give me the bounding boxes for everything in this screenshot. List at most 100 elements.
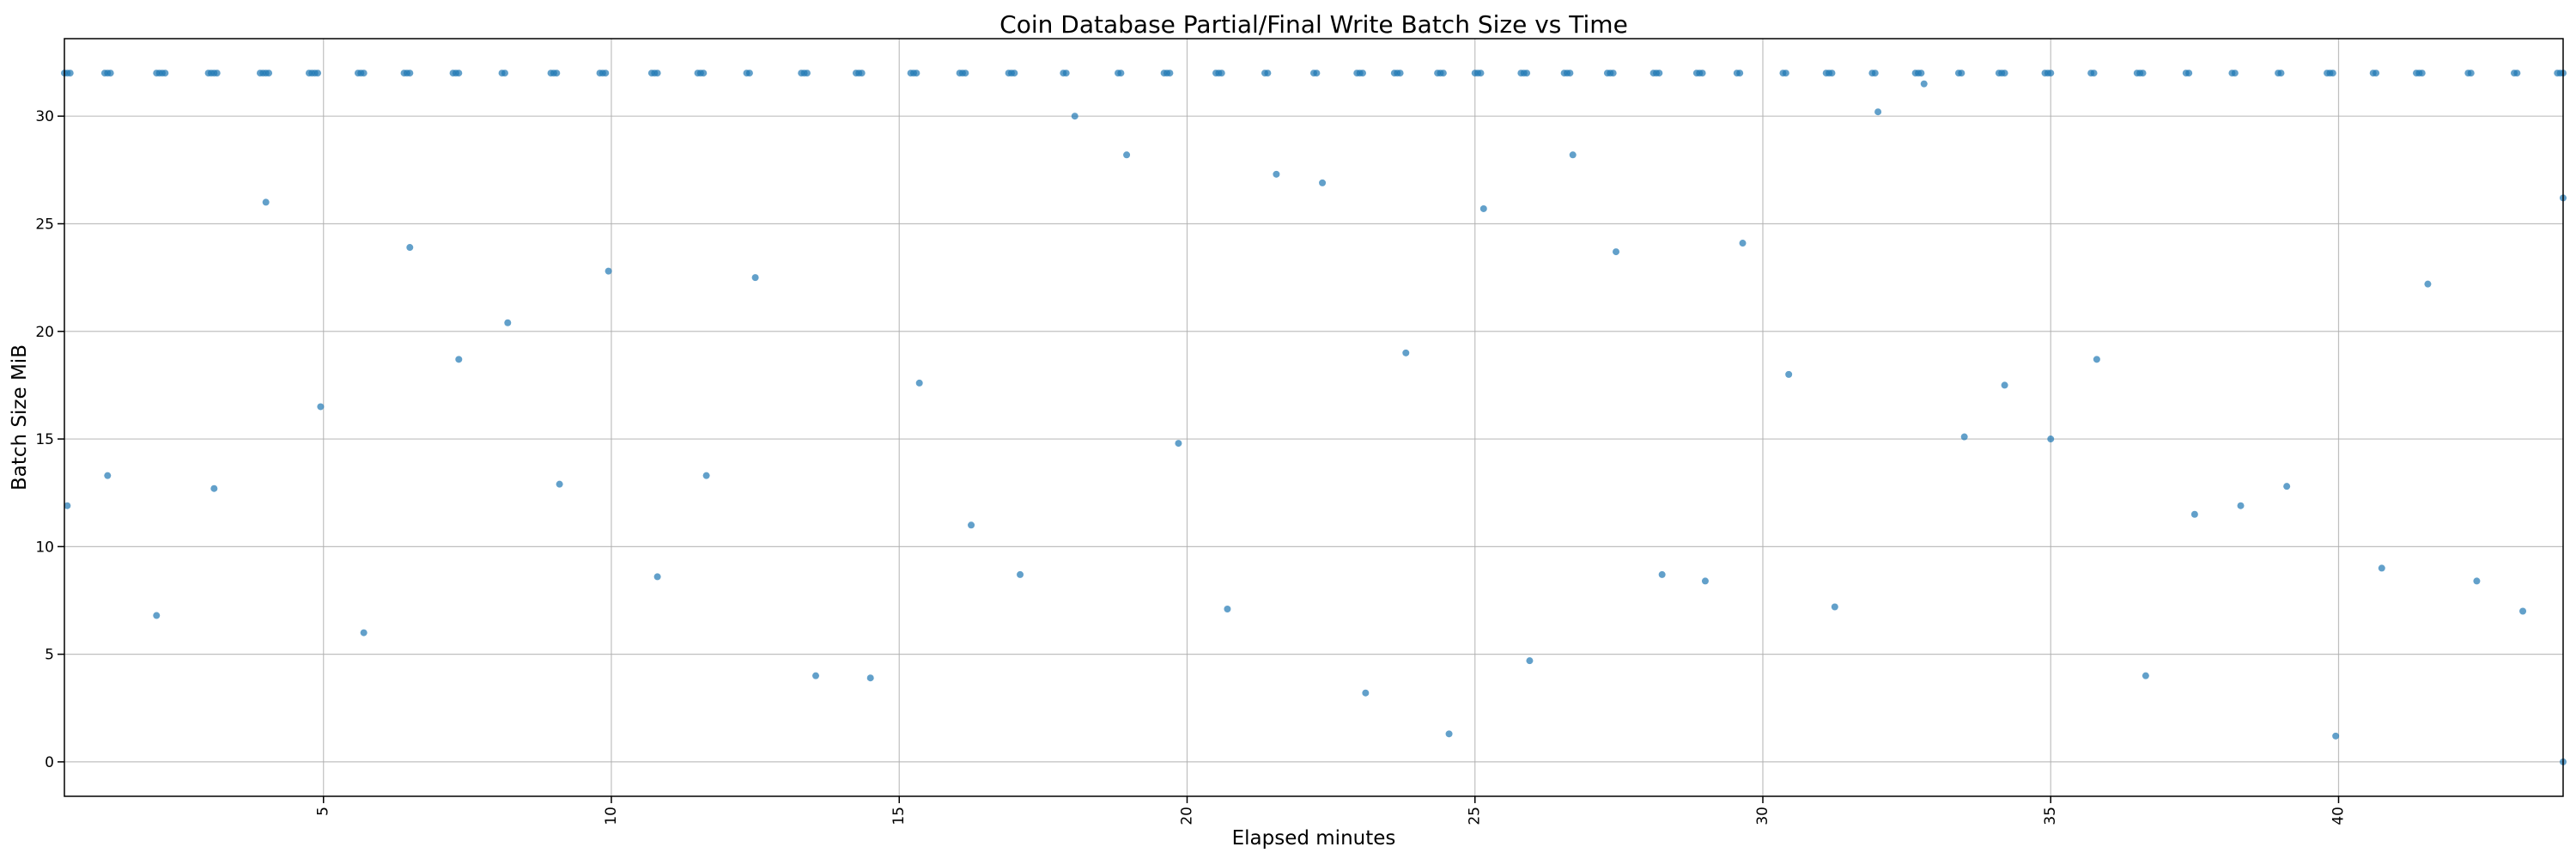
data-point-full-batch — [1782, 70, 1789, 77]
data-point-partial-batch — [2093, 356, 2100, 363]
data-point-full-batch — [1218, 70, 1225, 77]
data-point-full-batch — [1439, 70, 1447, 77]
data-point-full-batch — [66, 70, 74, 77]
data-point-full-batch — [1264, 70, 1272, 77]
data-point-partial-batch — [915, 379, 923, 387]
data-point-partial-batch — [2378, 564, 2385, 572]
data-point-full-batch — [602, 70, 610, 77]
data-point-full-batch — [2513, 70, 2521, 77]
data-point-partial-batch — [1960, 433, 1968, 441]
y-tick-label: 5 — [45, 647, 54, 664]
y-axis-label: Batch Size MiB — [9, 344, 31, 490]
data-point-full-batch — [803, 70, 811, 77]
data-point-full-batch — [1871, 70, 1879, 77]
data-point-full-batch — [455, 70, 463, 77]
data-point-partial-batch — [2047, 436, 2055, 443]
data-point-partial-batch — [605, 267, 612, 275]
data-point-full-batch — [2047, 70, 2055, 77]
data-point-full-batch — [2277, 70, 2285, 77]
data-point-full-batch — [745, 70, 753, 77]
data-point-partial-batch — [1273, 170, 1280, 178]
data-point-partial-batch — [1658, 570, 1666, 578]
data-point-full-batch — [1166, 70, 1174, 77]
data-point-full-batch — [314, 70, 322, 77]
grid-layer — [64, 39, 2563, 796]
x-axis-label: Elapsed minutes — [1232, 827, 1396, 850]
data-point-partial-batch — [1362, 689, 1370, 697]
data-point-partial-batch — [317, 403, 325, 411]
x-tick-label: 10 — [603, 807, 620, 825]
data-point-full-batch — [1958, 70, 1965, 77]
data-point-full-batch — [360, 70, 368, 77]
data-point-partial-batch — [1701, 577, 1709, 585]
data-point-partial-batch — [2283, 483, 2291, 490]
plot-frame — [64, 38, 2564, 797]
data-point-partial-batch — [2424, 280, 2432, 288]
data-point-full-batch — [1313, 70, 1321, 77]
data-point-full-batch — [1062, 70, 1070, 77]
y-tick-label: 10 — [35, 539, 54, 556]
data-point-partial-batch — [2237, 502, 2245, 509]
data-point-partial-batch — [1526, 657, 1534, 665]
data-point-full-batch — [2372, 70, 2380, 77]
data-point-partial-batch — [504, 319, 512, 326]
x-tick-label: 20 — [1178, 807, 1195, 825]
x-tick-label: 40 — [2330, 807, 2348, 825]
data-point-partial-batch — [1402, 349, 1410, 356]
data-point-full-batch — [2231, 70, 2239, 77]
data-point-partial-batch — [104, 472, 112, 479]
data-point-full-batch — [1358, 70, 1366, 77]
data-point-full-batch — [1117, 70, 1125, 77]
data-point-full-batch — [2418, 70, 2426, 77]
data-point-partial-batch — [866, 674, 874, 682]
data-point-partial-batch — [1319, 179, 1327, 186]
data-point-partial-batch — [210, 484, 218, 492]
data-point-partial-batch — [1071, 113, 1078, 120]
data-point-partial-batch — [653, 573, 661, 581]
data-point-partial-batch — [64, 502, 71, 509]
data-point-partial-batch — [360, 629, 368, 637]
data-point-full-batch — [2467, 70, 2475, 77]
data-point-full-batch — [700, 70, 708, 77]
points-layer — [61, 70, 2567, 765]
data-point-partial-batch — [2473, 577, 2481, 585]
data-point-full-batch — [265, 70, 273, 77]
data-point-full-batch — [161, 70, 169, 77]
y-tick-label: 25 — [35, 216, 54, 233]
data-point-partial-batch — [968, 521, 975, 529]
data-point-partial-batch — [1785, 370, 1793, 378]
data-point-partial-batch — [702, 472, 710, 479]
data-point-full-batch — [653, 70, 661, 77]
data-point-partial-batch — [1175, 440, 1182, 448]
data-point-full-batch — [2090, 70, 2098, 77]
data-point-full-batch — [2185, 70, 2193, 77]
data-point-partial-batch — [1874, 108, 1882, 116]
x-tick-label: 5 — [315, 807, 332, 816]
data-point-full-batch — [2001, 70, 2008, 77]
data-point-partial-batch — [2190, 510, 2198, 518]
data-point-full-batch — [1523, 70, 1531, 77]
data-point-partial-batch — [2001, 381, 2008, 389]
data-point-full-batch — [1698, 70, 1706, 77]
y-tick-label: 20 — [35, 324, 54, 341]
data-point-partial-batch — [1017, 570, 1024, 578]
data-point-full-batch — [213, 70, 221, 77]
data-point-partial-batch — [1479, 204, 1487, 212]
data-point-partial-batch — [1224, 606, 1231, 613]
data-point-partial-batch — [262, 198, 270, 206]
data-point-partial-batch — [1569, 151, 1577, 159]
data-point-full-batch — [962, 70, 969, 77]
x-tick-label: 25 — [1467, 807, 1484, 825]
data-point-partial-batch — [2142, 672, 2149, 679]
data-point-partial-batch — [1445, 730, 1453, 738]
data-point-partial-batch — [812, 672, 820, 679]
ticks-layer: 5 10 15 20 25 30 35 40 0 5 10 15 20 25 30 — [35, 108, 2347, 825]
y-tick-label: 30 — [35, 108, 54, 125]
data-point-full-batch — [1566, 70, 1574, 77]
y-tick-label: 15 — [35, 431, 54, 448]
data-point-partial-batch — [2519, 607, 2527, 615]
x-tick-label: 35 — [2042, 807, 2059, 825]
data-point-partial-batch — [751, 274, 759, 282]
data-point-full-batch — [2139, 70, 2147, 77]
